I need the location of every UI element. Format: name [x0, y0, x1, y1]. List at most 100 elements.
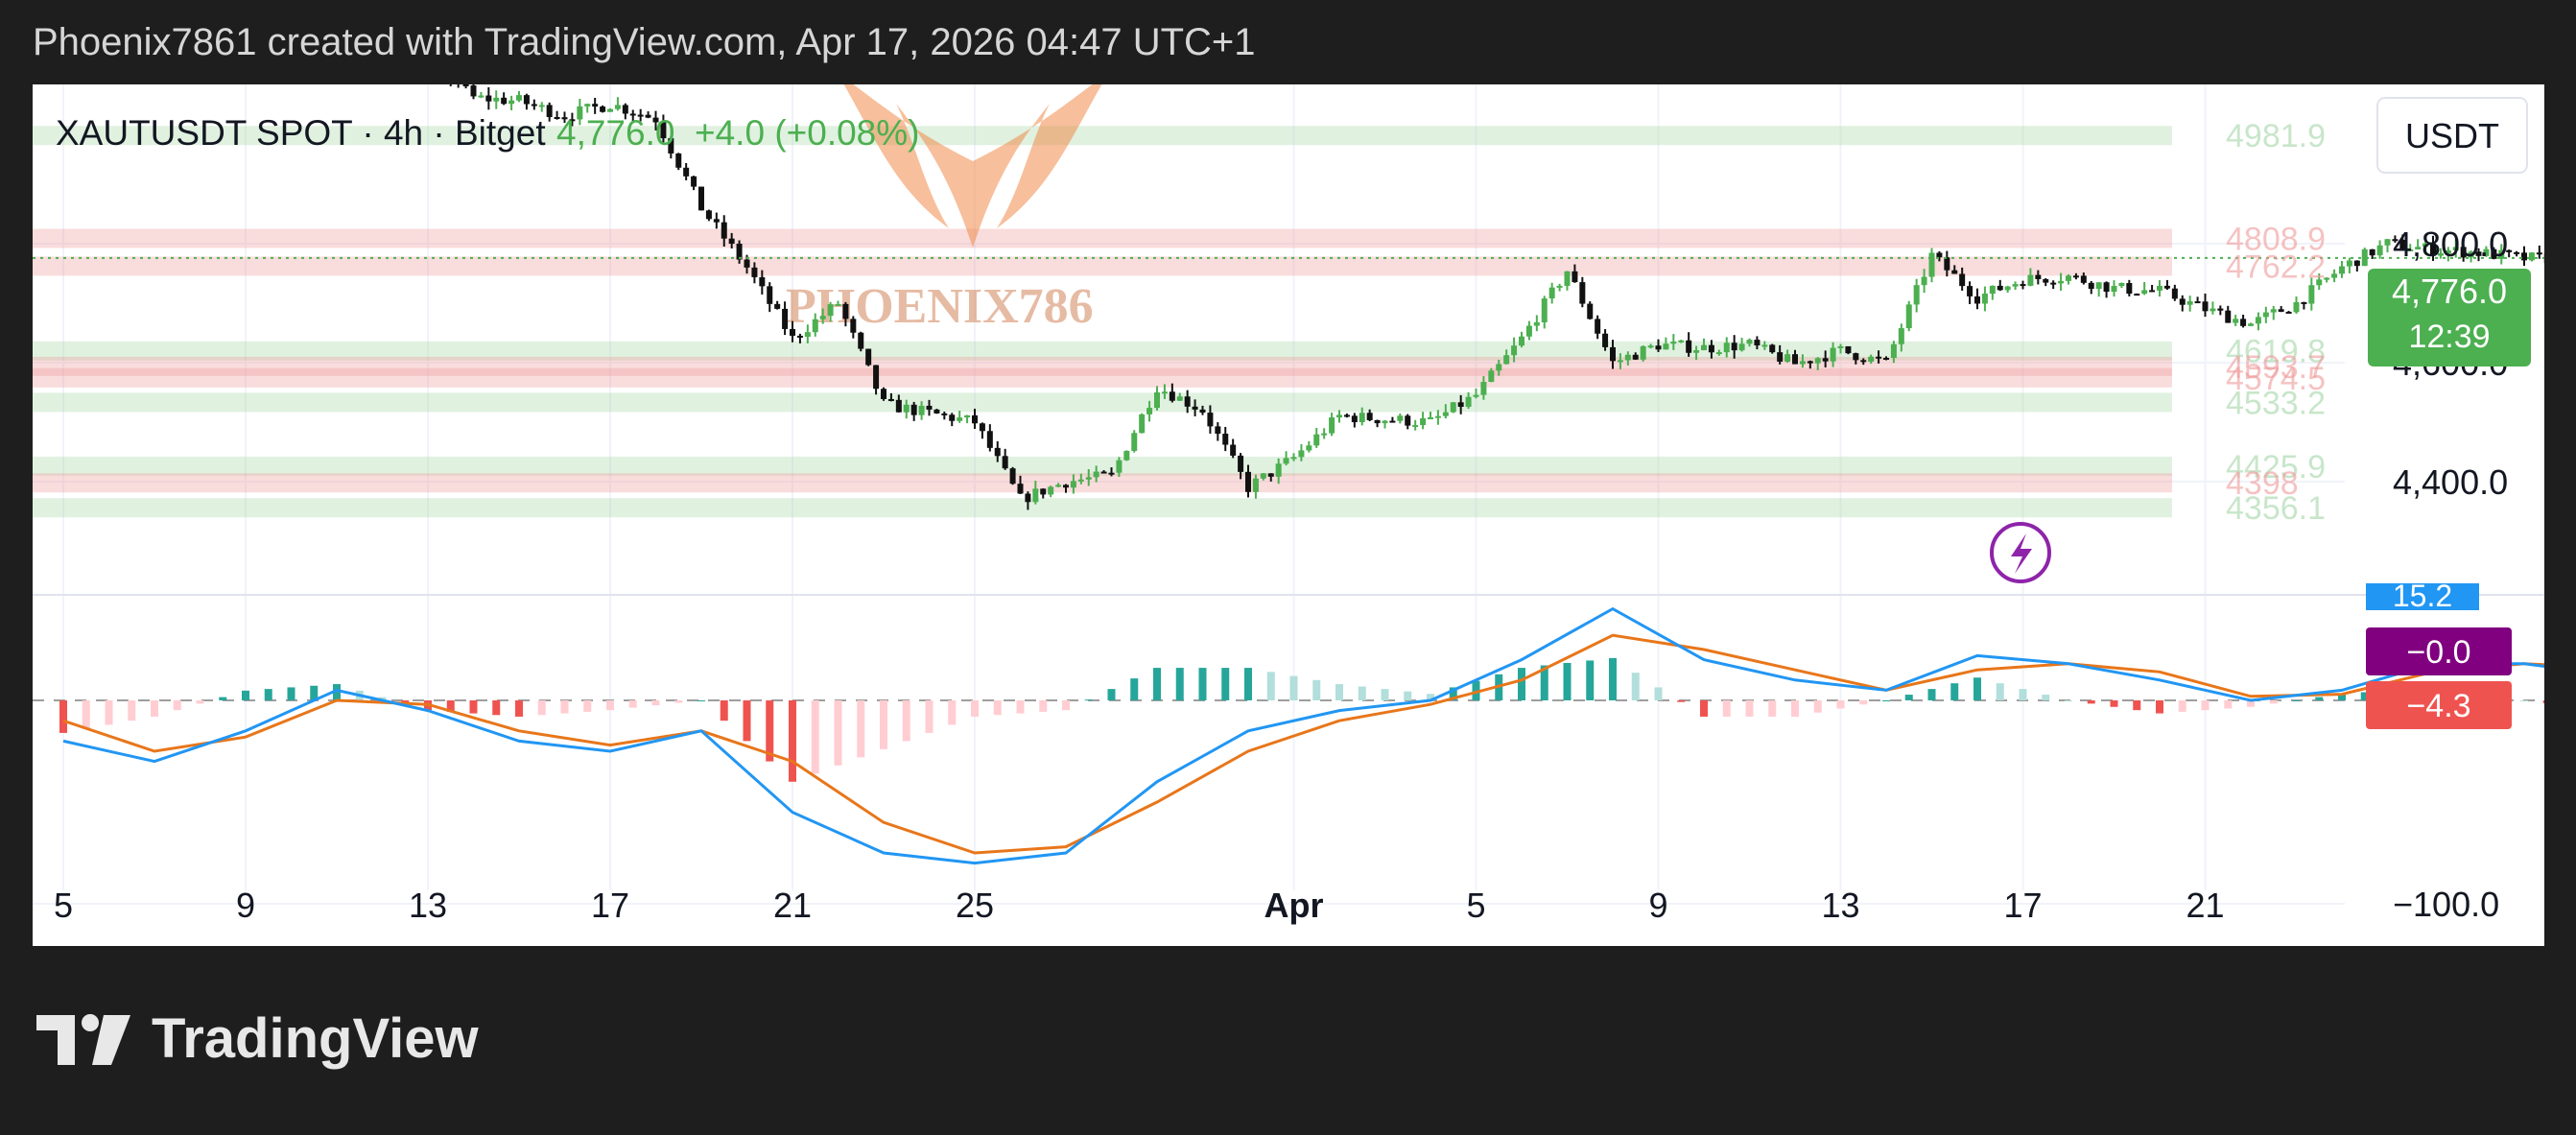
- level-label: 4574.5: [2226, 361, 2326, 397]
- candle-body: [1572, 271, 1578, 283]
- candle-body: [918, 405, 925, 415]
- candle-body: [2324, 277, 2330, 280]
- macd-histogram-bar: [2269, 700, 2278, 704]
- candle-body: [2369, 248, 2375, 256]
- candle-body: [1222, 434, 1229, 445]
- candle-body: [1496, 364, 1502, 371]
- candle-body: [1655, 345, 1662, 350]
- tradingview-brand[interactable]: TradingView: [36, 1007, 574, 1075]
- candle-body: [546, 105, 553, 117]
- candle-body: [804, 332, 811, 337]
- macd-histogram-bar: [811, 700, 819, 774]
- macd-histogram-bar: [196, 700, 204, 704]
- candle-body: [1799, 361, 1806, 365]
- candle-body: [1434, 415, 1441, 418]
- chart-panel[interactable]: PHOENIX786 51004981.94808.94762.24619.84…: [33, 84, 2544, 946]
- macd-histogram-bar: [560, 700, 569, 714]
- macd-signal-line: [62, 633, 2544, 855]
- candle-body: [1465, 396, 1472, 408]
- candle-body: [2103, 282, 2110, 293]
- candle-body: [1389, 420, 1396, 423]
- candle-body: [1784, 354, 1791, 362]
- currency-button[interactable]: USDT: [2376, 97, 2528, 174]
- candle-body: [1624, 354, 1631, 361]
- candle-body: [1055, 485, 1062, 487]
- candle-body: [751, 267, 758, 277]
- candle-body: [2339, 266, 2345, 274]
- candle-body: [2452, 247, 2459, 251]
- candle-body: [1715, 352, 1722, 355]
- legend-symbol[interactable]: XAUTUSDT SPOT · 4h · Bitget: [56, 113, 546, 153]
- macd-histogram-bar: [2315, 697, 2324, 700]
- candle-body: [2043, 278, 2049, 283]
- macd-histogram-bar: [1335, 684, 1343, 700]
- macd-histogram-bar: [902, 700, 910, 742]
- candle-body: [782, 308, 789, 329]
- level-band: [33, 473, 2172, 493]
- macd-histogram-bar: [2110, 700, 2118, 707]
- level-band: [33, 456, 2172, 476]
- candle-body: [577, 106, 583, 120]
- macd-histogram-bar: [697, 700, 705, 701]
- candle-body: [2134, 294, 2140, 296]
- candle-body: [979, 423, 985, 432]
- candle-body: [1860, 360, 1867, 363]
- candle-body: [1405, 415, 1411, 426]
- macd-histogram-bar: [128, 700, 136, 721]
- price-candles: [449, 84, 2544, 510]
- candle-body: [1617, 360, 1623, 363]
- candle-body: [2141, 290, 2148, 295]
- candle-body: [2415, 247, 2422, 249]
- candle-body: [1701, 344, 1707, 351]
- macd-value: 15.2: [2393, 579, 2452, 613]
- candle-body: [796, 335, 803, 338]
- macd-histogram-bar: [1062, 700, 1070, 711]
- candle-body: [1154, 392, 1160, 409]
- candle-body: [1503, 355, 1510, 365]
- candle-body: [2262, 312, 2269, 318]
- macd-histogram-bar: [82, 700, 90, 729]
- candle-body: [1252, 478, 1259, 492]
- candle-body: [1928, 252, 1935, 277]
- candle-body: [1085, 477, 1092, 480]
- candle-body: [1587, 303, 1594, 319]
- candle-body: [1822, 358, 1829, 362]
- x-tick-label: 9: [236, 886, 255, 925]
- macd-histogram-bar: [1381, 689, 1389, 700]
- candle-body: [850, 319, 857, 333]
- candle-body: [2430, 243, 2436, 256]
- macd-histogram-bar: [1266, 672, 1275, 700]
- macd-histogram-bar: [1084, 699, 1093, 701]
- candle-body: [1640, 345, 1646, 360]
- lightning-alert-icon[interactable]: [1990, 522, 2051, 583]
- candle-body: [2528, 252, 2535, 261]
- macd-histogram-bar: [1609, 657, 1617, 700]
- time-axis[interactable]: 5 9 13 17 21 25 Apr 5 9 13 17 21: [54, 886, 2225, 925]
- macd-y-tick-label: −100.0: [2393, 885, 2499, 924]
- macd-histogram-bar: [1677, 700, 1686, 702]
- candle-body: [2384, 239, 2391, 246]
- candle-body: [1792, 354, 1798, 365]
- candle-body: [2118, 283, 2125, 287]
- candle-body: [736, 244, 743, 260]
- x-tick-label: 17: [2003, 886, 2042, 925]
- macd-histogram-bar: [1427, 694, 1434, 700]
- chart-svg[interactable]: PHOENIX786 51004981.94808.94762.24619.84…: [33, 84, 2544, 946]
- candle-body: [812, 319, 818, 333]
- candle-body: [1837, 345, 1844, 348]
- macd-histogram-bar: [925, 700, 934, 733]
- candle-body: [1063, 485, 1069, 488]
- candle-body: [1830, 347, 1836, 362]
- level-band: [33, 256, 2172, 276]
- candle-body: [1647, 345, 1654, 348]
- macd-histogram-bar: [1882, 700, 1890, 701]
- candle-body: [470, 85, 477, 97]
- candle-body: [2255, 317, 2261, 324]
- candle-body: [1412, 425, 1419, 428]
- candle-body: [2361, 248, 2368, 267]
- candle-body: [1048, 486, 1054, 495]
- macd-histogram-bar: [1039, 700, 1048, 712]
- macd-histogram-bar: [1312, 679, 1321, 700]
- candle-body: [698, 186, 704, 211]
- macd-histogram-bar: [948, 700, 957, 725]
